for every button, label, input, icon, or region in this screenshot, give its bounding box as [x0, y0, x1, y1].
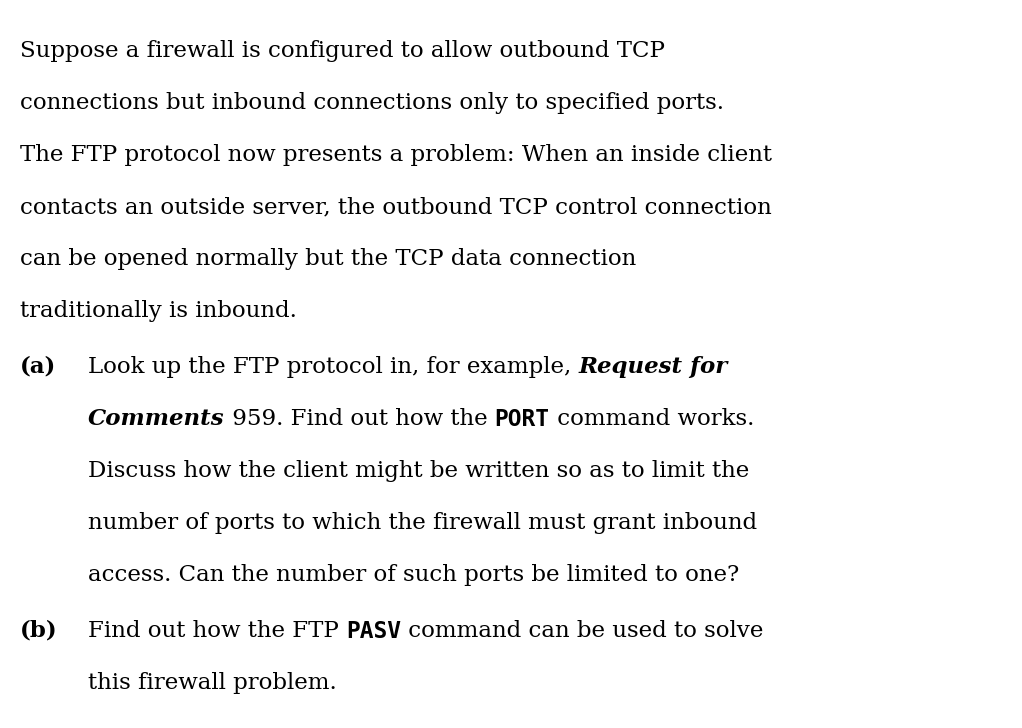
Text: Comments: Comments: [88, 408, 225, 430]
Text: traditionally is inbound.: traditionally is inbound.: [20, 300, 296, 322]
Text: Find out how the FTP: Find out how the FTP: [88, 620, 346, 642]
Text: PORT: PORT: [495, 408, 550, 431]
Text: Request for: Request for: [578, 356, 728, 378]
Text: number of ports to which the firewall must grant inbound: number of ports to which the firewall mu…: [88, 512, 757, 534]
Text: access. Can the number of such ports be limited to one?: access. Can the number of such ports be …: [88, 564, 739, 586]
Text: Discuss how the client might be written so as to limit the: Discuss how the client might be written …: [88, 460, 749, 482]
Text: (a): (a): [20, 356, 56, 378]
Text: The FTP protocol now presents a problem: When an inside client: The FTP protocol now presents a problem:…: [20, 144, 772, 166]
Text: connections but inbound connections only to specified ports.: connections but inbound connections only…: [20, 92, 724, 114]
Text: can be opened normally but the TCP data connection: can be opened normally but the TCP data …: [20, 248, 637, 270]
Text: command works.: command works.: [550, 408, 754, 430]
Text: Suppose a firewall is configured to allow outbound TCP: Suppose a firewall is configured to allo…: [20, 40, 665, 62]
Text: 959. Find out how the: 959. Find out how the: [225, 408, 495, 430]
Text: this firewall problem.: this firewall problem.: [88, 672, 337, 694]
Text: (b): (b): [20, 620, 57, 642]
Text: Look up the FTP protocol in, for example,: Look up the FTP protocol in, for example…: [88, 356, 578, 378]
Text: PASV: PASV: [346, 620, 401, 643]
Text: contacts an outside server, the outbound TCP control connection: contacts an outside server, the outbound…: [20, 196, 772, 218]
Text: command can be used to solve: command can be used to solve: [401, 620, 763, 642]
